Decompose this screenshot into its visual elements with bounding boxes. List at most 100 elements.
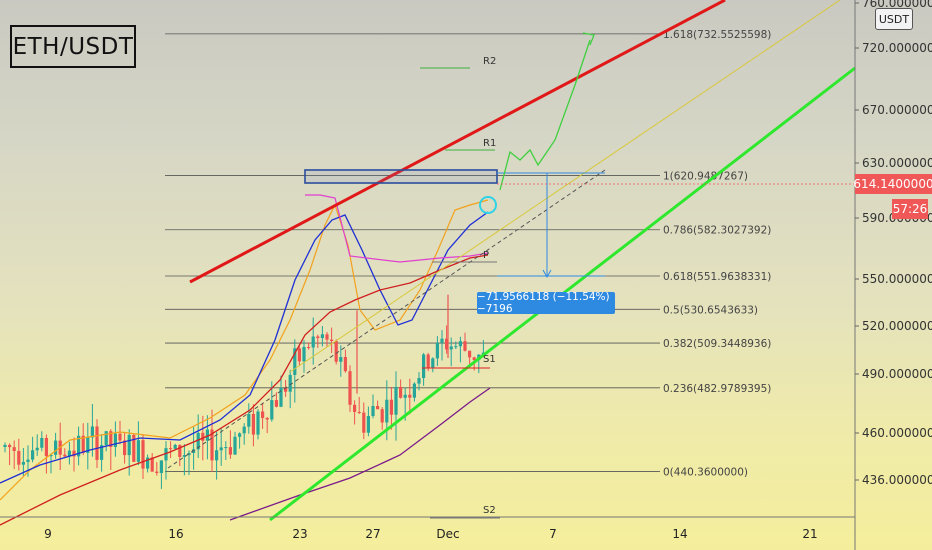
candle-body xyxy=(357,411,361,413)
fib-label-1.618: 1.618(732.5525598) xyxy=(663,29,771,41)
projection-arrowhead xyxy=(582,32,595,46)
y-tick-label: 520.0000000 xyxy=(862,319,932,333)
candle-body xyxy=(426,354,430,368)
candle xyxy=(31,436,35,463)
candle-body xyxy=(182,455,186,457)
candle xyxy=(251,404,255,447)
candle xyxy=(12,440,16,470)
candle-body xyxy=(270,400,274,420)
pivot-label-s2: S2 xyxy=(483,505,496,516)
candle-body xyxy=(458,341,462,347)
ma-red-line xyxy=(0,254,489,526)
measure-label[interactable]: −71.9566118 (−11.54%) −7196 xyxy=(477,291,615,315)
candle-body xyxy=(307,346,311,348)
fib-label-0.786: 0.786(582.3027392) xyxy=(663,225,771,237)
candle xyxy=(330,327,334,354)
candle xyxy=(376,400,380,410)
candle-body xyxy=(366,416,370,433)
candle xyxy=(394,371,398,441)
currency-button[interactable]: USDT xyxy=(875,8,913,30)
x-tick-label: 21 xyxy=(802,527,817,541)
pivot-label-r2: R2 xyxy=(483,56,496,67)
x-tick-label: 27 xyxy=(365,527,380,541)
candle xyxy=(17,438,21,471)
candle-body xyxy=(8,444,12,448)
y-tick-label: 436.0000000 xyxy=(862,473,932,487)
fib-label-1: 1(620.9487267) xyxy=(663,170,748,182)
drawings: R2 R1 P S1 S2 xyxy=(167,0,856,522)
candle-body xyxy=(63,454,67,457)
candle-body xyxy=(256,411,260,435)
fib-label-0.382: 0.382(509.3448936) xyxy=(663,338,771,350)
mid-channel-line xyxy=(289,0,841,373)
x-tick-label: 16 xyxy=(168,527,183,541)
candle-body xyxy=(219,447,223,451)
candle-body xyxy=(376,405,380,410)
candle xyxy=(242,423,246,445)
y-tick-label: 760.0000000 xyxy=(862,0,932,10)
candle xyxy=(95,419,99,468)
candle-body xyxy=(302,346,306,362)
candle xyxy=(362,402,366,440)
candle-body xyxy=(54,440,58,455)
candle xyxy=(463,332,467,352)
measure-arrow xyxy=(542,269,552,279)
x-tick-label: 9 xyxy=(44,527,52,541)
candle xyxy=(302,340,306,373)
candle xyxy=(288,369,292,409)
candle xyxy=(348,365,352,412)
candle-body xyxy=(109,431,113,447)
candle-body xyxy=(435,342,439,359)
y-tick-label: 630.0000000 xyxy=(862,156,932,170)
current-price-tag: 614.1400000 xyxy=(853,174,932,194)
candle-body xyxy=(136,440,140,462)
candle-body xyxy=(67,450,71,457)
candle-body xyxy=(95,426,99,460)
candle xyxy=(233,431,237,455)
candle xyxy=(440,330,444,361)
pivot-label-s1: S1 xyxy=(483,354,496,365)
candle xyxy=(90,403,94,457)
candle-body xyxy=(228,447,232,455)
focus-circle xyxy=(479,196,497,214)
candle-body xyxy=(49,454,53,457)
candle xyxy=(265,416,269,434)
upper-channel-line xyxy=(189,0,726,284)
candle-body xyxy=(284,387,288,392)
candle xyxy=(127,429,131,476)
candle xyxy=(274,392,278,408)
candle-body xyxy=(399,386,403,398)
candle xyxy=(210,409,214,472)
candle xyxy=(284,380,288,397)
candle xyxy=(63,448,67,458)
candle xyxy=(146,454,150,473)
candle xyxy=(164,441,168,480)
candle-body xyxy=(403,394,407,398)
candle-body xyxy=(118,433,122,441)
candle-body xyxy=(77,435,81,457)
candle-body xyxy=(380,409,384,423)
candle-body xyxy=(173,444,177,449)
candle-body xyxy=(238,433,242,437)
ma-pink-line xyxy=(305,194,489,263)
candle xyxy=(247,403,251,434)
candle xyxy=(141,434,145,480)
candle-body xyxy=(440,338,444,343)
candle xyxy=(86,422,90,470)
candle-body xyxy=(113,433,117,447)
candle-body xyxy=(127,434,131,456)
candle-body xyxy=(265,418,269,420)
candle xyxy=(256,408,260,440)
candle xyxy=(408,378,412,415)
candle-body xyxy=(141,440,145,469)
ma-purple-line xyxy=(229,387,491,521)
candle xyxy=(399,379,403,399)
x-tick-label: Dec xyxy=(436,527,459,541)
candle xyxy=(325,332,329,347)
candle-body xyxy=(17,450,21,465)
candle-body xyxy=(100,445,104,460)
candle-body xyxy=(293,348,297,375)
candle xyxy=(228,430,232,459)
candle-body xyxy=(224,447,228,449)
